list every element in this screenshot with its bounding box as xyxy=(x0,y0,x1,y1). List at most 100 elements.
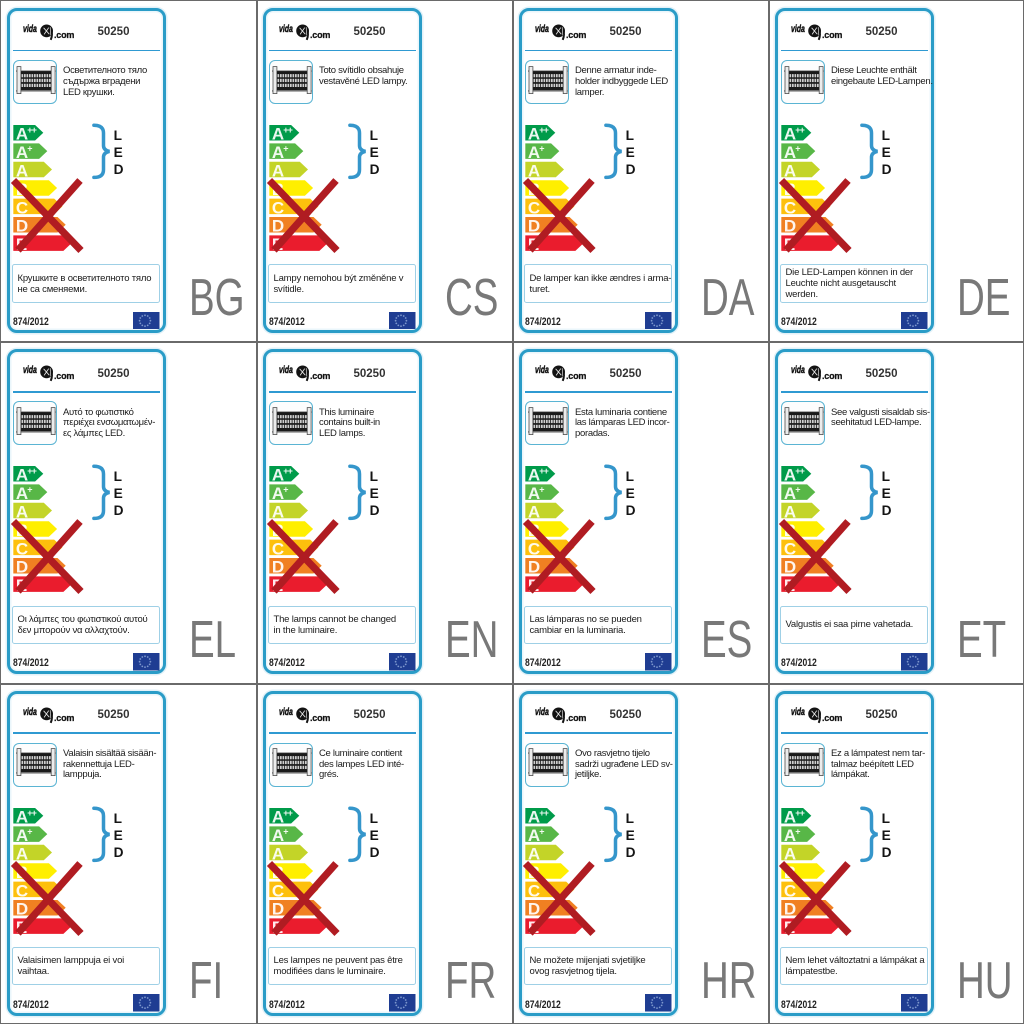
svg-text:++: ++ xyxy=(539,808,548,818)
svg-text:D: D xyxy=(114,162,124,177)
svg-text:A: A xyxy=(16,466,28,485)
svg-text:C: C xyxy=(528,881,540,900)
svg-text:D: D xyxy=(272,217,284,236)
svg-text:++: ++ xyxy=(539,125,548,135)
svg-text:A: A xyxy=(784,807,796,826)
svg-text:A: A xyxy=(528,844,540,863)
svg-text:L: L xyxy=(626,469,634,484)
svg-text:A: A xyxy=(528,125,540,144)
svg-text:L: L xyxy=(882,128,890,143)
svg-text:E: E xyxy=(626,145,635,160)
svg-text:++: ++ xyxy=(27,467,36,477)
svg-text:++: ++ xyxy=(283,125,292,135)
svg-text:L: L xyxy=(370,810,378,825)
svg-text:A: A xyxy=(528,466,540,485)
svg-text:+: + xyxy=(539,826,544,836)
svg-text:+: + xyxy=(795,144,800,154)
svg-text:D: D xyxy=(882,162,892,177)
svg-text:L: L xyxy=(114,810,122,825)
svg-text:D: D xyxy=(528,217,540,236)
svg-text:+: + xyxy=(283,144,288,154)
svg-text:A: A xyxy=(16,807,28,826)
svg-text:A: A xyxy=(784,143,796,162)
svg-text:A: A xyxy=(16,162,28,181)
svg-text:+: + xyxy=(539,485,544,495)
svg-text:A: A xyxy=(16,143,28,162)
svg-text:D: D xyxy=(784,558,796,577)
svg-text:C: C xyxy=(784,198,796,217)
svg-text:D: D xyxy=(784,899,796,918)
svg-text:D: D xyxy=(626,845,636,860)
svg-text:D: D xyxy=(16,217,28,236)
svg-text:D: D xyxy=(626,162,636,177)
svg-text:A: A xyxy=(528,143,540,162)
svg-text:A: A xyxy=(272,466,284,485)
svg-text:A: A xyxy=(272,143,284,162)
svg-text:A: A xyxy=(528,826,540,845)
svg-text:++: ++ xyxy=(283,808,292,818)
svg-text:+: + xyxy=(283,826,288,836)
svg-text:L: L xyxy=(626,810,634,825)
svg-text:L: L xyxy=(114,128,122,143)
svg-text:D: D xyxy=(16,558,28,577)
svg-text:C: C xyxy=(784,881,796,900)
svg-text:E: E xyxy=(882,828,891,843)
svg-text:D: D xyxy=(370,845,380,860)
svg-text:+: + xyxy=(283,485,288,495)
svg-text:D: D xyxy=(114,503,124,518)
svg-text:C: C xyxy=(528,198,540,217)
svg-text:E: E xyxy=(882,486,891,501)
svg-text:+: + xyxy=(27,485,32,495)
svg-text:D: D xyxy=(882,845,892,860)
svg-text:A: A xyxy=(784,484,796,503)
svg-text:A: A xyxy=(784,503,796,522)
svg-text:C: C xyxy=(16,881,28,900)
svg-text:E: E xyxy=(626,828,635,843)
svg-text:C: C xyxy=(272,540,284,559)
svg-text:D: D xyxy=(882,503,892,518)
svg-text:D: D xyxy=(370,503,380,518)
svg-text:C: C xyxy=(16,540,28,559)
svg-text:+: + xyxy=(795,826,800,836)
svg-text:C: C xyxy=(272,881,284,900)
svg-text:A: A xyxy=(272,162,284,181)
svg-text:+: + xyxy=(27,826,32,836)
svg-text:E: E xyxy=(370,486,379,501)
svg-text:+: + xyxy=(539,144,544,154)
svg-text:L: L xyxy=(370,128,378,143)
svg-text:A: A xyxy=(16,826,28,845)
svg-text:A: A xyxy=(528,807,540,826)
svg-text:D: D xyxy=(16,899,28,918)
svg-text:++: ++ xyxy=(283,467,292,477)
svg-text:C: C xyxy=(16,198,28,217)
svg-text:++: ++ xyxy=(539,467,548,477)
svg-text:A: A xyxy=(784,826,796,845)
svg-text:L: L xyxy=(882,469,890,484)
svg-text:+: + xyxy=(27,144,32,154)
svg-text:C: C xyxy=(528,540,540,559)
svg-text:D: D xyxy=(272,899,284,918)
svg-text:A: A xyxy=(16,125,28,144)
svg-text:D: D xyxy=(272,558,284,577)
svg-text:C: C xyxy=(784,540,796,559)
svg-text:++: ++ xyxy=(795,808,804,818)
svg-text:A: A xyxy=(272,826,284,845)
svg-text:E: E xyxy=(114,828,123,843)
svg-text:A: A xyxy=(528,503,540,522)
svg-text:++: ++ xyxy=(795,125,804,135)
svg-text:A: A xyxy=(272,484,284,503)
svg-text:D: D xyxy=(784,217,796,236)
svg-text:E: E xyxy=(626,486,635,501)
svg-text:E: E xyxy=(370,145,379,160)
svg-text:++: ++ xyxy=(795,467,804,477)
svg-text:E: E xyxy=(114,486,123,501)
svg-text:A: A xyxy=(528,162,540,181)
svg-text:A: A xyxy=(272,807,284,826)
svg-text:++: ++ xyxy=(27,125,36,135)
svg-text:A: A xyxy=(272,844,284,863)
svg-text:A: A xyxy=(784,844,796,863)
svg-text:E: E xyxy=(114,145,123,160)
svg-text:A: A xyxy=(784,125,796,144)
svg-text:L: L xyxy=(626,128,634,143)
svg-text:A: A xyxy=(16,484,28,503)
